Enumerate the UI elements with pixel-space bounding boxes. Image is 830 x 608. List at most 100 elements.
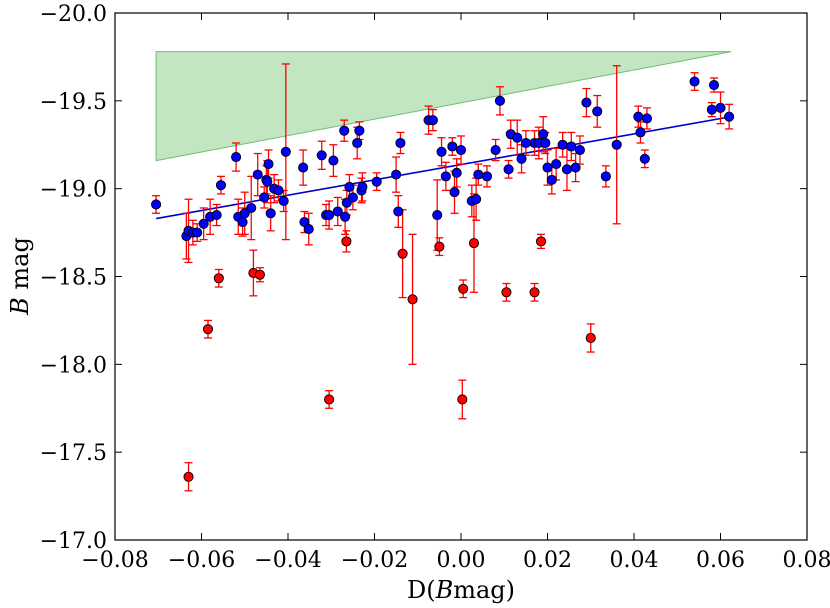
red-data-point bbox=[213, 273, 224, 284]
blue-data-point bbox=[198, 218, 209, 229]
blue-data-point bbox=[440, 171, 451, 182]
blue-data-point bbox=[340, 211, 351, 222]
blue-data-point bbox=[546, 174, 557, 185]
ticks-layer: −0.08 −0.06 −0.04 −0.02 0.00 0.02 0.04 0.06 0.08… bbox=[40, 2, 830, 573]
fit-line bbox=[155, 115, 732, 220]
blue-data-point bbox=[263, 159, 274, 170]
blue-data-point bbox=[324, 209, 335, 221]
red-data-point bbox=[535, 236, 547, 247]
blue-data-point bbox=[280, 146, 291, 157]
shaded-region bbox=[155, 51, 732, 162]
blue-data-point bbox=[494, 95, 505, 106]
blue-data-point bbox=[708, 79, 720, 91]
blue-data-point bbox=[540, 137, 551, 149]
blue-data-point bbox=[357, 181, 368, 192]
x-tick-label: −0.02 bbox=[341, 548, 408, 573]
blue-data-point bbox=[689, 76, 700, 87]
x-tick-label: −0.06 bbox=[168, 548, 235, 573]
blue-data-point bbox=[215, 180, 227, 191]
blue-data-point bbox=[516, 153, 527, 164]
blue-data-point bbox=[561, 164, 573, 175]
blue-data-point bbox=[490, 144, 501, 156]
y-tick-label: −20.0 bbox=[40, 2, 107, 27]
blue-data-point bbox=[316, 150, 327, 161]
red-data-point bbox=[501, 287, 512, 298]
x-tick-label: 0.06 bbox=[696, 548, 745, 573]
y-tick-label: −18.0 bbox=[40, 353, 107, 378]
blue-data-point bbox=[347, 192, 358, 203]
blue-data-point bbox=[273, 185, 284, 196]
y-tick-label: −17.5 bbox=[40, 441, 107, 466]
blue-data-point bbox=[427, 115, 438, 126]
fit-line-layer bbox=[155, 115, 732, 220]
red-data-point bbox=[585, 332, 596, 344]
blue-data-point bbox=[447, 141, 458, 152]
blue-data-point bbox=[635, 127, 646, 138]
blue-data-point bbox=[706, 104, 717, 115]
blue-data-point bbox=[262, 176, 273, 187]
blue-data-point bbox=[641, 113, 653, 124]
red-data-point bbox=[254, 269, 265, 280]
x-tick-label: 0.04 bbox=[610, 548, 659, 573]
blue-data-point bbox=[481, 171, 493, 182]
blue-data-point bbox=[715, 102, 726, 113]
blue-data-point bbox=[332, 206, 343, 217]
blue-data-point bbox=[339, 125, 350, 136]
blue-data-point bbox=[237, 216, 248, 228]
blue-data-point bbox=[512, 132, 523, 143]
blue-data-point bbox=[303, 224, 314, 235]
blue-data-point bbox=[611, 139, 622, 150]
red-data-point bbox=[341, 236, 352, 247]
blue-data-point bbox=[503, 164, 514, 175]
blue-data-point bbox=[633, 111, 644, 122]
x-tick-label: −0.04 bbox=[254, 548, 321, 573]
red-data-point bbox=[397, 248, 408, 259]
blue-data-point bbox=[557, 139, 568, 150]
shaded-region-layer bbox=[155, 51, 732, 162]
red-data-point bbox=[324, 394, 335, 405]
blue-data-point bbox=[192, 227, 203, 238]
y-tick-label: −18.5 bbox=[40, 266, 107, 291]
blue-data-point bbox=[581, 97, 592, 108]
blue-data-point bbox=[391, 169, 402, 180]
red-data-point bbox=[458, 283, 469, 294]
blue-data-point bbox=[566, 141, 577, 152]
red-data-point bbox=[407, 294, 418, 305]
blue-data-point bbox=[278, 195, 289, 207]
blue-data-point bbox=[259, 192, 270, 203]
blue-data-point bbox=[542, 162, 553, 173]
blue-data-point bbox=[473, 169, 484, 180]
blue-data-point bbox=[395, 137, 406, 149]
blue-data-point bbox=[592, 106, 603, 117]
blue-data-point bbox=[298, 162, 309, 173]
blue-data-point bbox=[551, 159, 562, 170]
blue-data-point bbox=[354, 125, 365, 136]
x-tick-label: 0.02 bbox=[523, 548, 572, 573]
blue-data-point bbox=[344, 181, 355, 192]
blue-data-point bbox=[639, 153, 650, 164]
blue-data-point bbox=[436, 146, 447, 157]
red-data-point bbox=[457, 394, 468, 405]
blue-data-point bbox=[151, 199, 162, 210]
data-points-layer bbox=[151, 76, 735, 482]
blue-data-point bbox=[328, 155, 339, 166]
y-axis-title: B mag bbox=[6, 237, 34, 316]
x-tick-label: 0.08 bbox=[783, 548, 830, 573]
x-axis-title: D(Bmag) bbox=[407, 576, 515, 604]
blue-data-point bbox=[455, 144, 467, 156]
blue-data-point bbox=[520, 137, 531, 149]
blue-data-point bbox=[449, 187, 460, 198]
red-data-point bbox=[183, 471, 194, 482]
y-tick-label: −19.5 bbox=[40, 90, 107, 115]
y-tick-label: −17.0 bbox=[40, 529, 107, 554]
red-data-point bbox=[529, 287, 540, 298]
blue-data-point bbox=[393, 206, 404, 217]
blue-data-point bbox=[371, 176, 382, 187]
x-tick-label: 0.00 bbox=[437, 548, 486, 573]
blue-data-point bbox=[252, 169, 263, 180]
blue-data-point bbox=[352, 137, 363, 149]
blue-data-point bbox=[246, 202, 257, 214]
blue-data-point bbox=[451, 167, 462, 178]
blue-data-point bbox=[239, 208, 250, 219]
